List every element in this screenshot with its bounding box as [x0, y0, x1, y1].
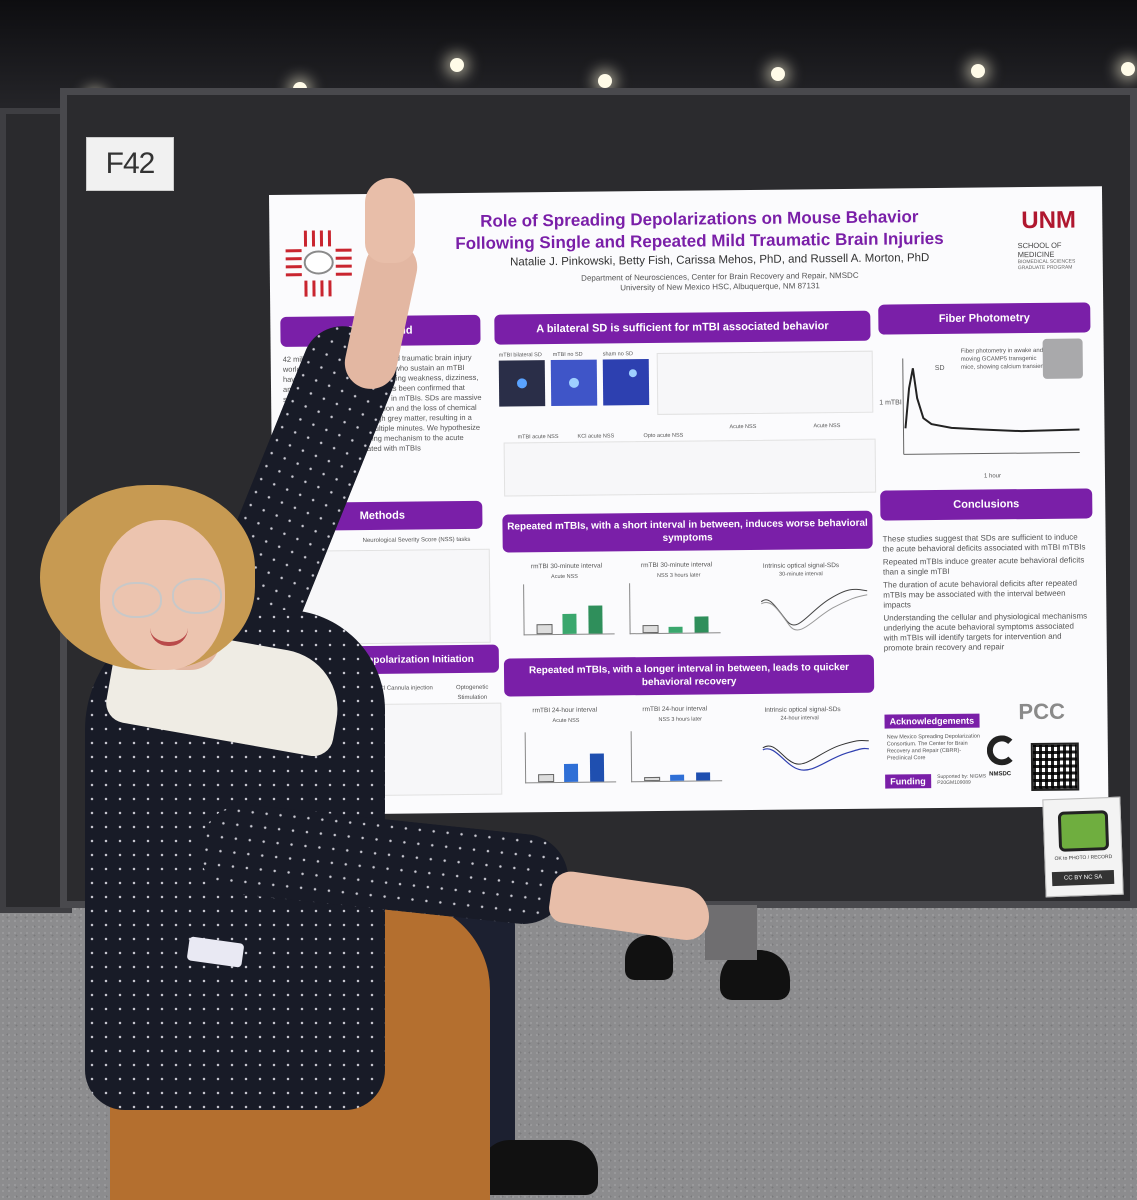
presenter-smile: [150, 628, 188, 646]
school-name: SCHOOL OF MEDICINE: [1017, 240, 1062, 260]
ceiling-light: [598, 74, 612, 88]
unm-school-name: SCHOOL OF MEDICINE BIOMEDICAL SCIENCES G…: [1018, 240, 1088, 271]
fiber-label-time: 1 hour: [983, 473, 1002, 480]
bar: [644, 776, 661, 782]
bar: [642, 624, 659, 634]
long-chart-title-2: rmTBI 24-hour interval: [642, 705, 708, 714]
conclusions-list: These studies suggest that SDs are suffi…: [883, 532, 1090, 653]
sd-spot: [628, 369, 637, 378]
section-fiber-photometry: Fiber Photometry: [878, 302, 1091, 335]
initiation-figure: [369, 702, 503, 796]
glasses-icon: [172, 578, 222, 614]
long-chart-sub-3: 24-hour interval: [780, 715, 819, 722]
poster-affiliation: Department of Neurosciences, Center for …: [480, 270, 960, 295]
bar: [563, 763, 579, 782]
conclusion-item: The duration of acute behavioral deficit…: [883, 578, 1078, 610]
chart-title-2: KCl acute NSS: [577, 433, 615, 440]
panel-label-3: sham no SD: [602, 351, 633, 358]
short-chart-title-1: rmTBI 30-minute interval: [530, 562, 603, 571]
long-signal-trace: [762, 740, 869, 771]
chart-title-1: mTBI acute NSS: [517, 433, 559, 441]
poster-title-line-2: Following Single and Repeated Mild Traum…: [455, 228, 944, 254]
bar: [696, 772, 711, 781]
section-conclusions: Conclusions: [880, 488, 1093, 521]
camera-icon: [1057, 810, 1110, 852]
short-chart-title-2: rmTBI 30-minute interval: [640, 561, 713, 570]
booth-number: F42: [86, 137, 174, 191]
section-bilateral-sd: A bilateral SD is sufficient for mTBI as…: [494, 310, 871, 345]
research-poster: Role of Spreading Depolarizations on Mou…: [269, 186, 1109, 815]
shoe: [480, 1140, 598, 1195]
trouser-leg: [705, 905, 757, 960]
nmsdc-mark: [986, 735, 1018, 766]
section-funding: Funding: [885, 774, 931, 789]
chart-title-4: Acute NSS: [729, 423, 757, 431]
photo-permission-tag: OK to PHOTO / RECORD CC BY NC SA: [1042, 796, 1124, 898]
ceiling-light: [971, 64, 985, 78]
bar: [589, 753, 605, 782]
imaging-panel: [498, 360, 546, 407]
shoe: [625, 935, 673, 980]
bar: [562, 613, 577, 634]
photo-tag-text: OK to PHOTO / RECORD: [1054, 853, 1113, 862]
pcc-logo: PCC: [1018, 698, 1066, 725]
conclusion-item: Understanding the cellular and physiolog…: [883, 611, 1088, 653]
short-chart-2: [629, 582, 721, 635]
ceiling-light: [450, 58, 464, 72]
behavior-charts: [656, 350, 874, 415]
ack-text: New Mexico Spreading Depolarization Cons…: [886, 733, 980, 762]
long-chart-2: [630, 730, 723, 783]
section-repeated-long: Repeated mTBIs, with a longer interval i…: [503, 654, 875, 697]
bar: [670, 774, 685, 781]
fiber-label-mtbi: 1 mTBI: [879, 399, 902, 407]
bar: [536, 624, 553, 635]
long-chart-sub-2: NSS 3 hours later: [658, 716, 702, 723]
unm-logo: UNM: [1021, 206, 1077, 235]
fiber-photometry-trace: [902, 358, 1080, 455]
conclusion-item: Repeated mTBIs induce greater acute beha…: [882, 555, 1085, 577]
cc-license-icon: CC BY NC SA: [1051, 869, 1115, 887]
imaging-panel: [550, 359, 598, 407]
chart-title-3: Opto acute NSS: [643, 432, 684, 440]
zia-brain-logo: [285, 230, 352, 297]
ceiling-light: [1121, 62, 1135, 76]
sd-spot: [568, 377, 580, 388]
short-chart-sub-1: Acute NSS: [550, 573, 578, 581]
long-chart-1: [524, 731, 617, 784]
initiation-label-opto: Optogenetic Stimulation: [455, 684, 489, 702]
short-chart-sub-3: 30-minute interval: [778, 571, 823, 578]
presenter-raised-hand: [365, 178, 415, 263]
methods-text: Neurological Severity Score (NSS) tasks: [362, 536, 471, 545]
ceiling-light: [771, 67, 785, 81]
long-chart-title-1: rmTBI 24-hour interval: [532, 706, 598, 715]
glasses-icon: [112, 582, 162, 618]
qr-code[interactable]: [1030, 742, 1080, 792]
imaging-panel: [602, 359, 650, 406]
section-acknowledgements: Acknowledgements: [884, 713, 980, 729]
bar: [668, 626, 683, 633]
long-chart-sub-1: Acute NSS: [552, 717, 580, 725]
school-subtitle: BIOMEDICAL SCIENCES GRADUATE PROGRAM: [1017, 258, 1076, 272]
nmsdc-logo: NMSDC: [989, 771, 1012, 778]
poster-title: Role of Spreading Depolarizations on Mou…: [419, 206, 979, 256]
bar: [694, 616, 709, 633]
short-chart-sub-2: NSS 3 hours later: [656, 572, 701, 579]
bar: [538, 774, 555, 783]
chart-title-5: Acute NSS: [813, 423, 841, 430]
panel-label-1: mTBI bilateral SD: [498, 352, 542, 359]
short-signal-trace: [760, 588, 868, 631]
bar: [588, 605, 603, 634]
panel-label-2: mTBI no SD: [552, 351, 583, 359]
conclusion-item: These studies suggest that SDs are suffi…: [882, 532, 1086, 554]
sd-spot: [516, 378, 528, 389]
nss-charts: [503, 438, 877, 497]
section-repeated-short: Repeated mTBIs, with a short interval in…: [502, 510, 873, 553]
short-chart-1: [523, 583, 615, 636]
